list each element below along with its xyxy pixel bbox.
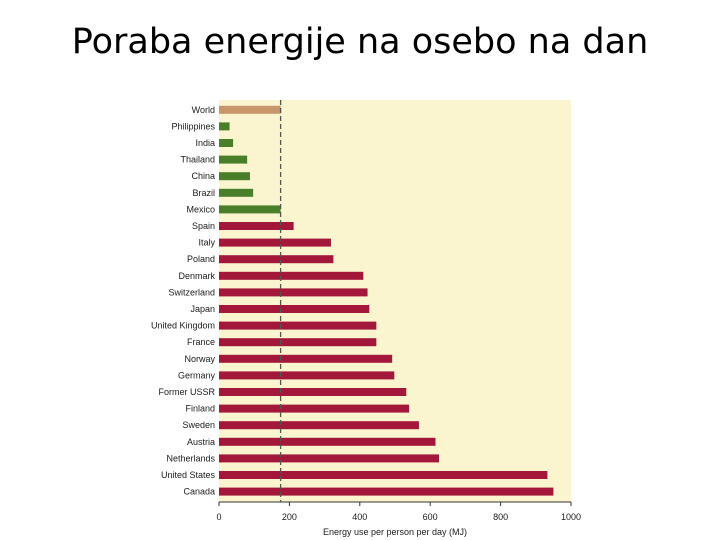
x-axis-label: Energy use per person per day (MJ) bbox=[323, 527, 467, 537]
x-axis-ticks: 0 200 400 600 800 1000 bbox=[216, 502, 581, 522]
x-tick-label: 400 bbox=[352, 512, 367, 522]
bar-netherlands bbox=[219, 454, 439, 463]
x-tick-label: 600 bbox=[423, 512, 438, 522]
category-label: Netherlands bbox=[166, 453, 215, 463]
category-label: Norway bbox=[184, 354, 215, 364]
bar-brazil bbox=[219, 188, 254, 197]
category-label: Switzerland bbox=[168, 287, 215, 297]
x-tick-label: 800 bbox=[493, 512, 508, 522]
slide-title: Poraba energije na osebo na dan bbox=[71, 22, 649, 62]
category-label: Germany bbox=[178, 370, 216, 380]
bar-india bbox=[219, 139, 234, 147]
category-label: Thailand bbox=[180, 155, 215, 165]
category-label: Canada bbox=[183, 487, 215, 497]
plot-background bbox=[219, 100, 571, 502]
category-label: Poland bbox=[187, 254, 215, 264]
category-label: Denmark bbox=[178, 271, 215, 281]
bar-poland bbox=[219, 255, 334, 264]
bar-italy bbox=[219, 238, 331, 247]
category-label: United States bbox=[161, 470, 216, 480]
bar-sweden bbox=[219, 421, 419, 430]
bar-finland bbox=[219, 404, 410, 413]
category-label: Finland bbox=[185, 404, 215, 414]
bar-former-ussr bbox=[219, 388, 407, 396]
category-label: Mexico bbox=[186, 204, 215, 214]
category-label: Sweden bbox=[182, 420, 215, 430]
category-label: Italy bbox=[198, 238, 215, 248]
bar-france bbox=[219, 338, 377, 347]
category-labels: World Philippines India Thailand China Brazil… bbox=[151, 105, 216, 497]
bar-mexico bbox=[219, 205, 281, 214]
bar-china bbox=[219, 172, 250, 181]
bar-germany bbox=[219, 371, 395, 380]
x-tick-label: 0 bbox=[216, 512, 221, 522]
bar-denmark bbox=[219, 271, 364, 280]
category-label: Philippines bbox=[171, 121, 215, 131]
bar-united-kingdom bbox=[219, 321, 377, 330]
category-label: India bbox=[195, 138, 215, 148]
bar-spain bbox=[219, 222, 294, 230]
bar-philippines bbox=[219, 122, 230, 131]
bar-austria bbox=[219, 437, 436, 446]
bar-norway bbox=[219, 354, 393, 363]
bar-united-states bbox=[219, 471, 548, 479]
bar-canada bbox=[219, 487, 554, 496]
category-label: Austria bbox=[187, 437, 215, 447]
category-label: Spain bbox=[192, 221, 215, 231]
category-label: Former USSR bbox=[158, 387, 215, 397]
category-label: France bbox=[187, 337, 215, 347]
category-label: Japan bbox=[190, 304, 215, 314]
category-label: Brazil bbox=[192, 188, 215, 198]
category-label: China bbox=[191, 171, 215, 181]
bar-japan bbox=[219, 305, 370, 313]
x-tick-label: 1000 bbox=[561, 512, 581, 522]
bar-world bbox=[219, 105, 281, 114]
bar-thailand bbox=[219, 155, 248, 164]
bars-group bbox=[219, 105, 554, 496]
bar-switzerland bbox=[219, 288, 368, 297]
category-label: World bbox=[192, 105, 215, 115]
x-tick-label: 200 bbox=[282, 512, 297, 522]
category-label: United Kingdom bbox=[151, 321, 215, 331]
